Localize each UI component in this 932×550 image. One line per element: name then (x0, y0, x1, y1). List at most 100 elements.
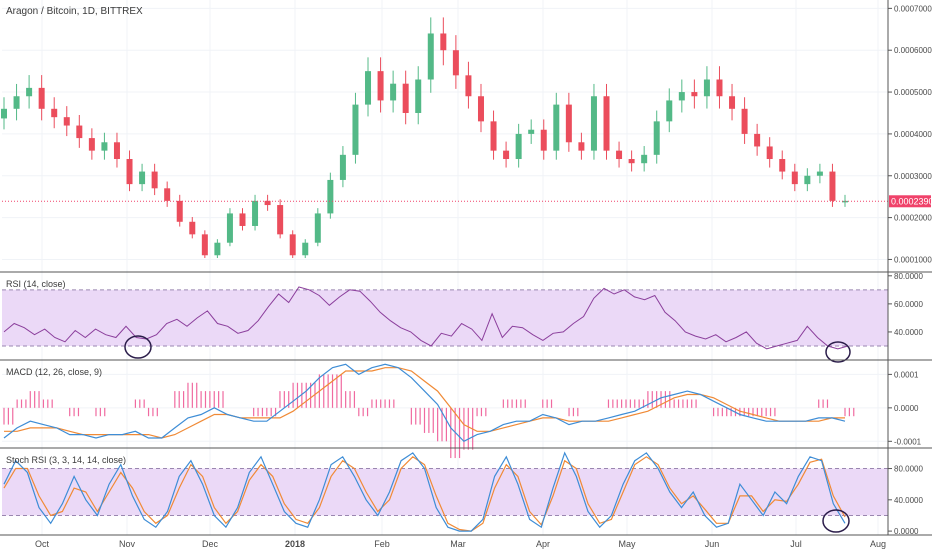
time-axis[interactable]: Oct Nov Dec 2018 Feb Mar Apr May Jun Jul Aug (35, 539, 886, 549)
candle-body (427, 33, 434, 80)
time-axis-label: Dec (202, 539, 219, 549)
time-axis-label: Jun (705, 539, 720, 549)
axis-tick-label: 60.0000 (894, 300, 923, 309)
axis-tick-label: -0.0001 (894, 437, 922, 446)
candle-body (703, 79, 710, 97)
candle-body (716, 79, 723, 97)
candle-body (628, 159, 635, 164)
stoch-d-line (3, 456, 846, 532)
macd-histogram (3, 374, 855, 459)
axis-tick-label: 0.0000 (894, 404, 919, 413)
candle-body (540, 129, 547, 151)
candle-body (113, 142, 120, 160)
stoch-k-line (3, 451, 846, 532)
rsi-annotation-circle-2 (825, 341, 851, 363)
candle-body (101, 142, 108, 151)
axis-tick-label: 80.0000 (894, 465, 923, 474)
macd-signal-line (4, 367, 845, 439)
candle-body (766, 146, 773, 160)
candle-body (816, 171, 823, 176)
candle-body (779, 159, 786, 172)
time-axis-label: Jul (790, 539, 802, 549)
candle-body (729, 96, 736, 109)
last-price-tag-text: 0.00023900 (891, 196, 932, 206)
time-axis-label: Oct (35, 539, 50, 549)
candle-body (590, 96, 597, 151)
candle-body (339, 154, 346, 180)
symbol-label: Aragon / Bitcoin, 1D, BITTREX (6, 6, 143, 17)
axis-tick-label: 0.00070000 (894, 4, 932, 13)
time-axis-label: Nov (119, 539, 136, 549)
time-axis-label: Feb (374, 539, 390, 549)
candle-body (126, 159, 133, 185)
candle-body (440, 33, 447, 51)
macd-label: MACD (12, 26, close, 9) (6, 367, 102, 377)
candle-body (691, 92, 698, 97)
candle-body (666, 100, 673, 122)
candle-body (1, 108, 7, 119)
candle-body (76, 125, 83, 139)
candle-body (415, 79, 422, 113)
time-axis-label: Aug (870, 539, 886, 549)
time-axis-label: Apr (536, 539, 550, 549)
candle-body (365, 71, 372, 105)
candle-body (377, 71, 384, 101)
axis-tick-label: 0.0001 (894, 370, 919, 379)
time-axis-label: May (618, 539, 636, 549)
candle-body (189, 221, 196, 235)
candle-body (477, 96, 484, 122)
candle-body (38, 87, 45, 109)
candle-body (289, 234, 296, 256)
candle-body (804, 175, 811, 185)
candle-body (402, 83, 409, 113)
candle-body (653, 121, 660, 155)
rsi-annotation-circle-1 (124, 335, 152, 359)
axis-tick-label: 40.0000 (894, 328, 923, 337)
candle-body (352, 104, 359, 155)
candle-body (603, 96, 610, 151)
candle-body (390, 83, 397, 101)
candle-body (302, 242, 309, 256)
candle-body (465, 75, 472, 97)
candle-body (252, 200, 259, 226)
axis-tick-label: 40.0000 (894, 496, 923, 505)
candle-body (277, 205, 284, 235)
candle-body (226, 213, 233, 243)
time-axis-label: Mar (450, 539, 466, 549)
axis-tick-label: 80.0000 (894, 272, 923, 281)
candle-body (754, 133, 761, 147)
candle-body (63, 117, 70, 126)
candle-body (201, 234, 208, 256)
rsi-line (3, 286, 849, 350)
price-pane[interactable]: Aragon / Bitcoin, 1D, BITTREX (1, 6, 888, 259)
candle-body (565, 104, 572, 143)
candle-body (88, 138, 95, 151)
candle-body (13, 96, 20, 109)
price-candles (1, 17, 848, 259)
candle-body (829, 171, 836, 201)
candle-body (741, 108, 748, 134)
candle-body (515, 133, 522, 160)
time-axis-label: 2018 (285, 539, 305, 549)
stoch-pane[interactable]: Stoch RSI (3, 3, 14, 14, close) (2, 451, 888, 533)
last-price-tag: 0.00023900 (889, 195, 932, 208)
macd-line (3, 363, 846, 443)
candle-body (553, 104, 560, 151)
rsi-pane[interactable]: RSI (14, close) (2, 279, 888, 363)
candle-body (791, 171, 798, 185)
axis-tick-label: 0.0000 (894, 527, 919, 536)
macd-pane[interactable]: MACD (12, 26, close, 9) (3, 363, 855, 459)
candle-body (503, 150, 510, 160)
candle-body (528, 129, 535, 134)
candle-body (214, 242, 221, 256)
candle-body (327, 179, 334, 214)
candle-body (490, 121, 497, 151)
candle-body (641, 154, 648, 164)
